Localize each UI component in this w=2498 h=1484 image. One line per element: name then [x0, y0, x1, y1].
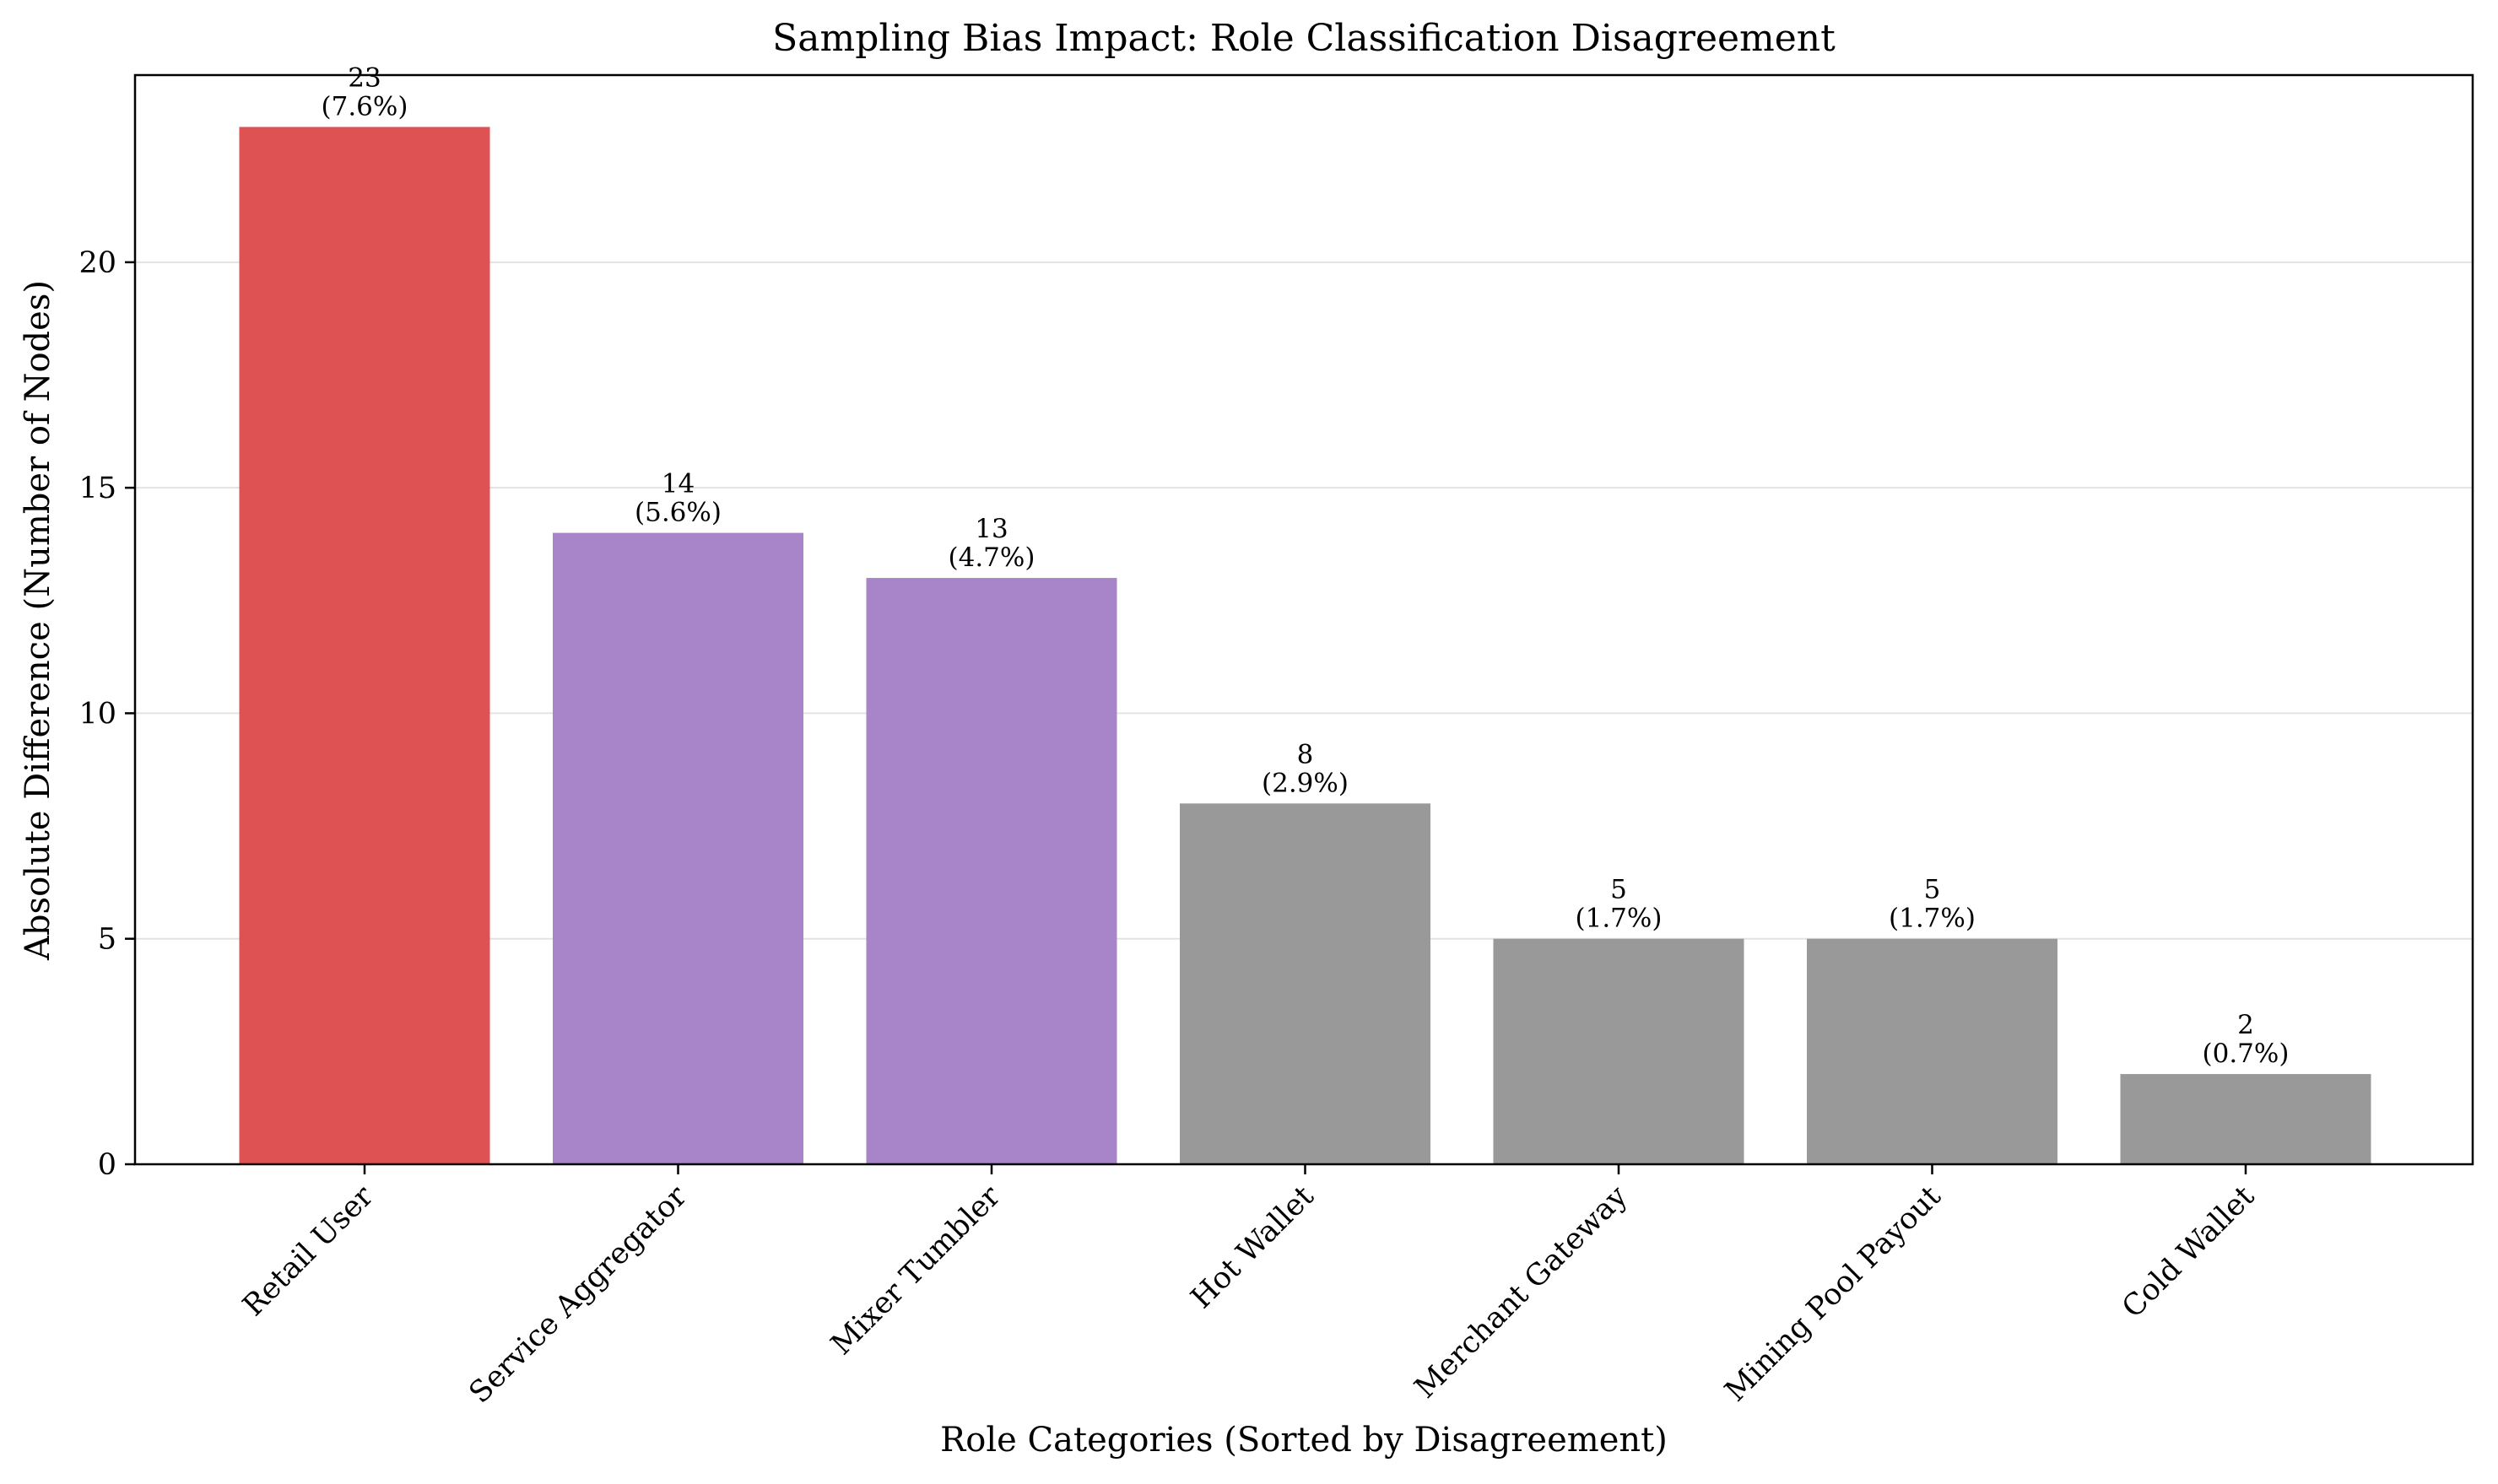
y-tick-label: 0 [98, 1148, 116, 1182]
bar-value-label: 5 [1610, 875, 1627, 905]
x-tick-label: Hot Wallet [1185, 1179, 1321, 1315]
x-tick-label: Mining Pool Payout [1719, 1179, 1948, 1408]
bar-percent-label: (0.7%) [2203, 1039, 2290, 1069]
x-tick-label: Retail User [236, 1179, 380, 1323]
bar-percent-label: (5.6%) [635, 498, 722, 528]
plot-frame [133, 73, 2474, 1166]
bar-value-label: 2 [2237, 1010, 2254, 1040]
chart-title: Sampling Bias Impact: Role Classificatio… [772, 17, 1836, 60]
bar-cold-wallet [2120, 1074, 2371, 1164]
y-tick-label: 15 [78, 472, 116, 505]
y-tick-label: 10 [78, 697, 116, 731]
bar-value-labels: 23(7.6%)14(5.6%)13(4.7%)8(2.9%)5(1.7%)5(… [322, 62, 2290, 1069]
bar-percent-label: (1.7%) [1889, 904, 1976, 934]
bar-value-label: 5 [1924, 875, 1941, 905]
x-tick-label: Cold Wallet [2116, 1179, 2261, 1325]
bar-value-label: 13 [975, 514, 1008, 544]
bars [239, 127, 2371, 1164]
x-tick-label: Merchant Gateway [1409, 1179, 1635, 1406]
bar-value-label: 23 [348, 62, 381, 93]
bar-percent-label: (7.6%) [322, 91, 408, 121]
bar-service-aggregator [553, 532, 803, 1164]
bar-retail-user [239, 127, 490, 1164]
y-tick-label: 20 [78, 246, 116, 280]
bar-percent-label: (1.7%) [1576, 904, 1663, 934]
bar-percent-label: (2.9%) [1262, 768, 1349, 798]
x-axis-label: Role Categories (Sorted by Disagreement) [940, 1421, 1668, 1460]
bar-mixer-tumbler [866, 578, 1117, 1164]
y-axis-label: Absolute Difference (Number of Nodes) [19, 280, 57, 961]
bar-value-label: 8 [1297, 739, 1314, 769]
x-tick-label: Service Aggregator [463, 1179, 694, 1410]
y-tick-label: 5 [98, 923, 116, 957]
bar-mining-pool-payout [1807, 938, 2057, 1164]
bar-percent-label: (4.7%) [949, 542, 1035, 573]
bar-merchant-gateway [1493, 938, 1744, 1164]
bar-hot-wallet [1180, 803, 1430, 1164]
x-tick-label: Mixer Tumbler [825, 1179, 1007, 1362]
bar-value-label: 14 [662, 469, 695, 499]
